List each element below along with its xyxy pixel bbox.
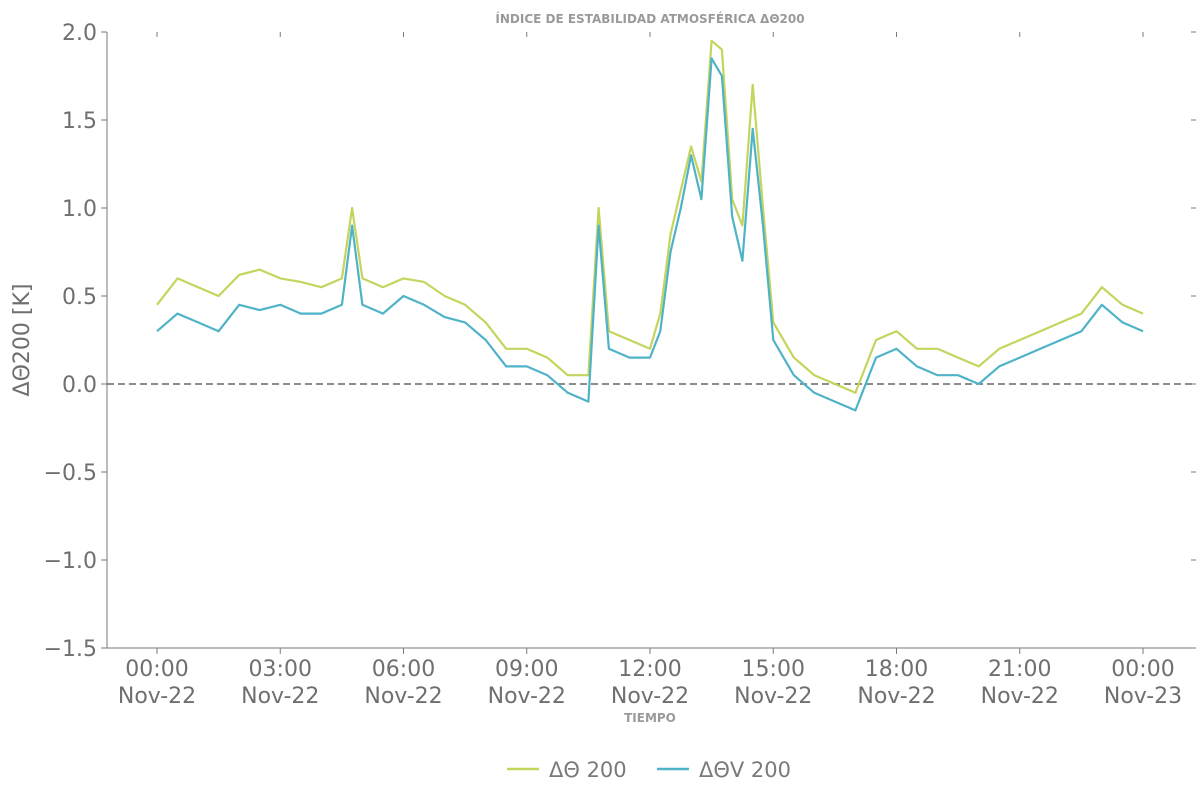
legend-label-1: ΔΘ 200 <box>549 758 627 782</box>
y-tick-label: 1.0 <box>62 197 97 222</box>
y-tick-label: 0.5 <box>62 285 97 310</box>
x-tick-date-label: Nov-22 <box>241 684 319 709</box>
y-tick-label: −1.0 <box>44 549 97 574</box>
chart-title: ÍNDICE DE ESTABILIDAD ATMOSFÉRICA ΔΘ200 <box>495 11 804 26</box>
x-tick-date-label: Nov-22 <box>857 684 935 709</box>
x-tick-time-label: 18:00 <box>865 657 928 682</box>
y-tick-label: −1.5 <box>44 637 97 662</box>
y-tick-label: 2.0 <box>62 21 97 46</box>
y-tick-label: 1.5 <box>62 109 97 134</box>
y-axis-label: ΔΘ200 [K] <box>10 284 35 397</box>
x-tick-time-label: 09:00 <box>495 657 558 682</box>
x-tick-time-label: 15:00 <box>742 657 805 682</box>
x-tick-date-label: Nov-22 <box>488 684 566 709</box>
y-tick-label: 0.0 <box>62 373 97 398</box>
x-tick-time-label: 06:00 <box>372 657 435 682</box>
x-axis-label: TIEMPO <box>624 711 676 725</box>
series-line-1 <box>156 39 1144 394</box>
x-tick-time-label: 00:00 <box>1111 657 1174 682</box>
x-tick-date-label: Nov-22 <box>611 684 689 709</box>
legend: ΔΘ 200 ΔΘV 200 <box>507 758 791 782</box>
x-tick-date-label: Nov-22 <box>364 684 442 709</box>
x-tick-date-label: Nov-23 <box>1104 684 1182 709</box>
y-tick-label: −0.5 <box>44 461 97 486</box>
axes: −1.5−1.0−0.50.00.51.01.52.000:00Nov-2203… <box>44 21 1196 709</box>
x-tick-time-label: 21:00 <box>988 657 1051 682</box>
x-tick-time-label: 03:00 <box>249 657 312 682</box>
x-tick-date-label: Nov-22 <box>734 684 812 709</box>
x-tick-date-label: Nov-22 <box>118 684 196 709</box>
series-layer <box>156 39 1144 412</box>
x-tick-time-label: 12:00 <box>618 657 681 682</box>
x-tick-time-label: 00:00 <box>125 657 188 682</box>
x-tick-date-label: Nov-22 <box>981 684 1059 709</box>
legend-label-2: ΔΘV 200 <box>699 758 791 782</box>
series-line-2 <box>156 57 1144 412</box>
